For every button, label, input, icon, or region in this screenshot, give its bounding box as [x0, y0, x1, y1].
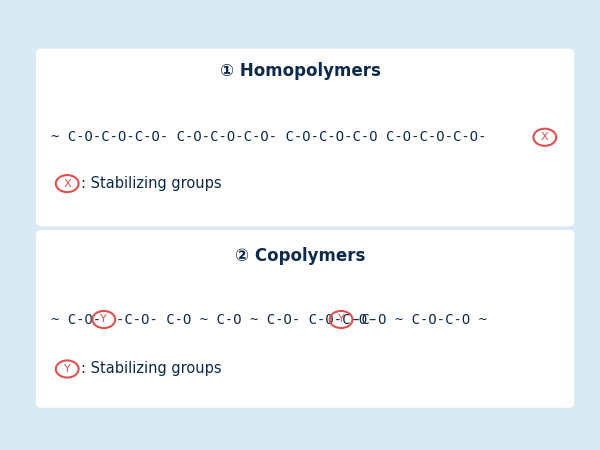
Text: X: X: [64, 179, 71, 189]
Text: ~ C-O-C-O-C-O- C-O-C-O-C-O- C-O-C-O-C-O C-O-C-O-C-O-: ~ C-O-C-O-C-O- C-O-C-O-C-O- C-O-C-O-C-O …: [51, 130, 487, 144]
Text: X: X: [541, 132, 548, 142]
Text: Y: Y: [100, 315, 107, 324]
Text: : Stabilizing groups: : Stabilizing groups: [81, 361, 221, 377]
Text: -C-O- C-O ~ C-O ~ C-O- C-O-C-O-: -C-O- C-O ~ C-O ~ C-O- C-O-C-O-: [116, 312, 376, 327]
Text: -C-O ~ C-O-C-O ~: -C-O ~ C-O-C-O ~: [353, 312, 487, 327]
Text: : Stabilizing groups: : Stabilizing groups: [81, 176, 221, 191]
Text: Y: Y: [64, 364, 71, 374]
Text: ~ C-O-: ~ C-O-: [51, 312, 101, 327]
Text: Y: Y: [338, 315, 344, 324]
FancyBboxPatch shape: [36, 49, 574, 226]
FancyBboxPatch shape: [36, 230, 574, 408]
Text: ② Copolymers: ② Copolymers: [235, 247, 365, 265]
Text: ① Homopolymers: ① Homopolymers: [220, 62, 380, 80]
